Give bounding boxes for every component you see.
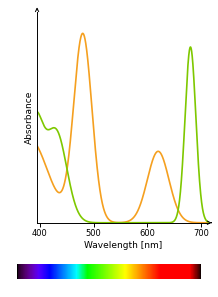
X-axis label: Wavelength [nm]: Wavelength [nm] (84, 241, 162, 250)
Y-axis label: Absorbance: Absorbance (25, 91, 34, 144)
